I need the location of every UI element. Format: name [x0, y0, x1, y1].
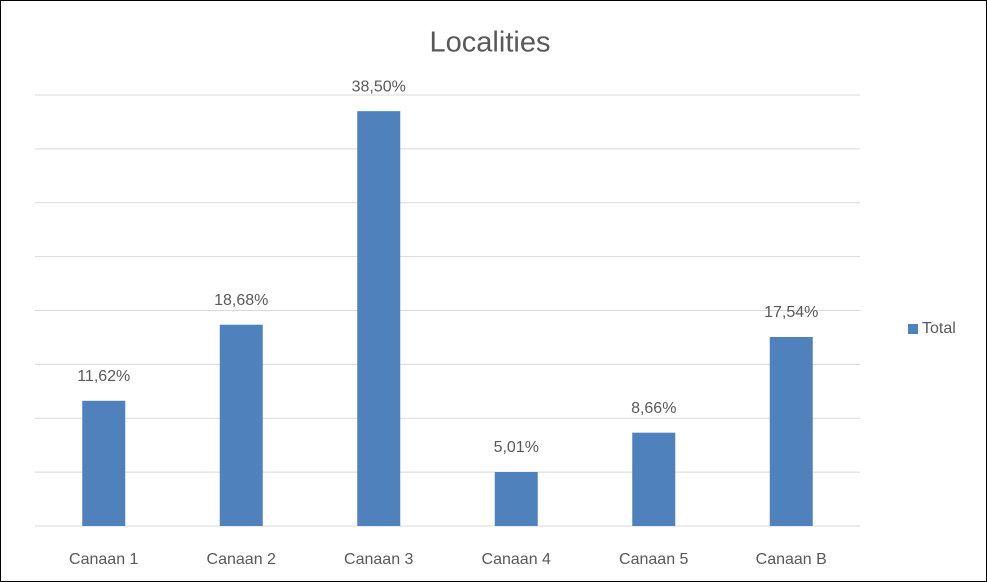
legend-label: Total — [922, 320, 956, 337]
x-tick-label: Canaan B — [756, 551, 827, 568]
data-label: 38,50% — [352, 78, 406, 95]
bar — [357, 111, 401, 526]
bar — [219, 324, 263, 526]
chart-title: Localities — [430, 27, 551, 59]
x-tick-label: Canaan 2 — [207, 551, 276, 568]
legend-swatch — [908, 324, 918, 334]
data-label: 8,66% — [631, 400, 676, 417]
x-tick-label: Canaan 3 — [344, 551, 413, 568]
bar — [632, 432, 676, 526]
bar — [82, 400, 126, 526]
bar — [494, 472, 538, 526]
data-label: 17,54% — [764, 304, 818, 321]
x-tick-label: Canaan 1 — [69, 551, 138, 568]
x-tick-label: Canaan 5 — [619, 551, 688, 568]
bar — [769, 337, 813, 526]
data-label: 11,62% — [77, 368, 130, 385]
x-tick-label: Canaan 4 — [482, 551, 551, 568]
data-label: 18,68% — [214, 292, 268, 309]
data-label: 5,01% — [494, 439, 539, 456]
